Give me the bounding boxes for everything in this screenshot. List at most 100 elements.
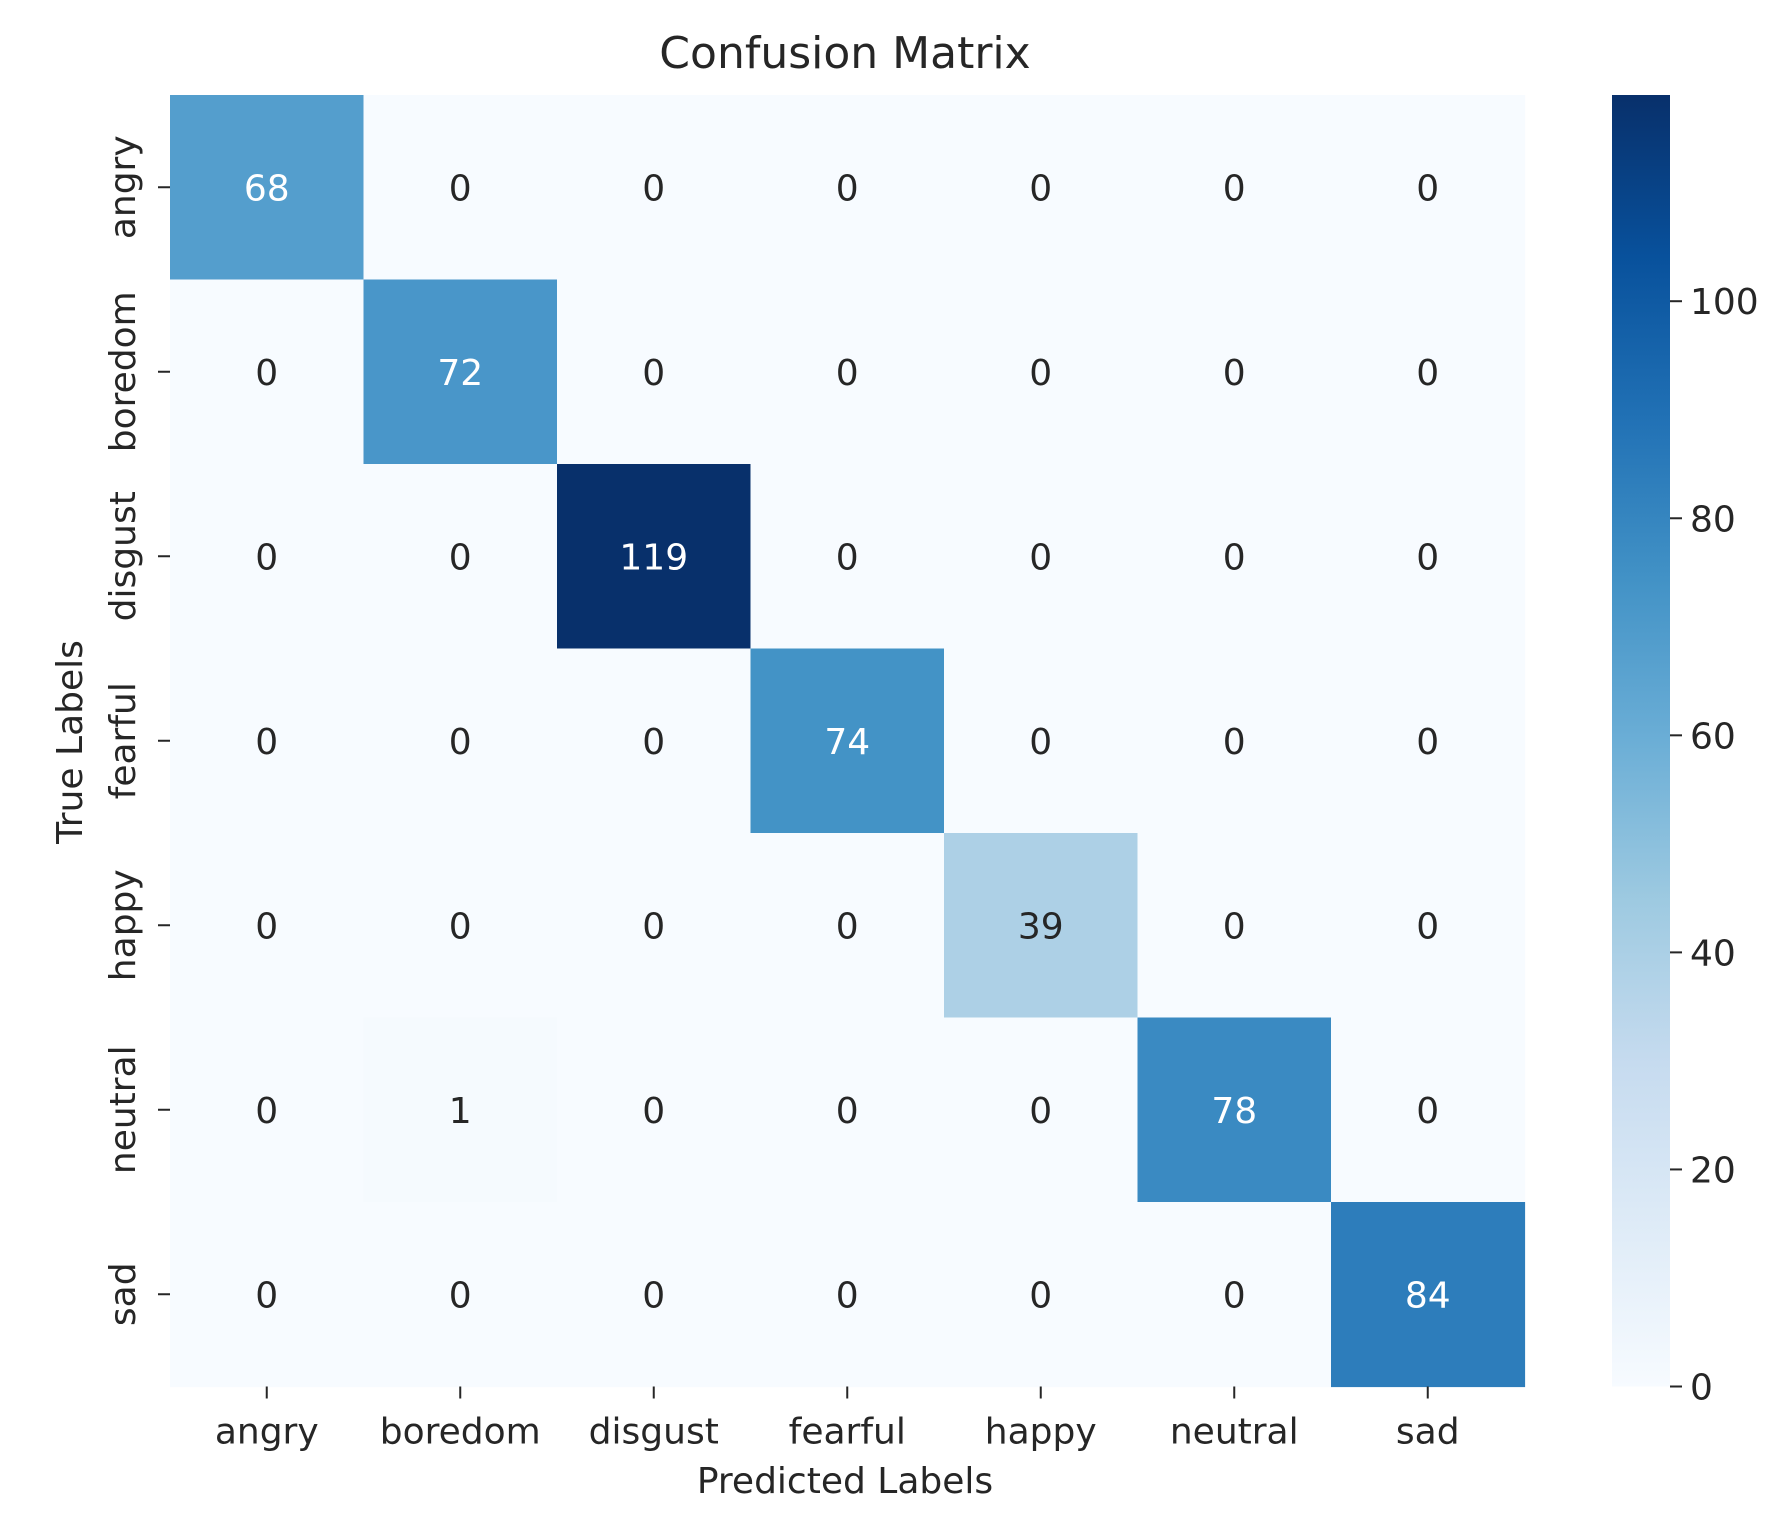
heatmap-cell bbox=[170, 1017, 365, 1203]
x-axis: angry boredom disgust fearful happy neutral sa… bbox=[215, 1386, 1460, 1453]
cell-value-label: 84 bbox=[1405, 1275, 1451, 1316]
x-tick-label: happy bbox=[985, 1412, 1097, 1453]
cell-value-label: 0 bbox=[642, 722, 665, 763]
cell-value-label: 0 bbox=[255, 537, 278, 578]
cell-value-label: 0 bbox=[1029, 722, 1052, 763]
heatmap-cell bbox=[944, 1202, 1139, 1388]
heatmap-cell bbox=[170, 464, 365, 650]
cell-value-label: 0 bbox=[1029, 1275, 1052, 1316]
x-tick-label: neutral bbox=[1170, 1412, 1299, 1453]
cell-value-label: 0 bbox=[1223, 168, 1246, 209]
heatmap-cell bbox=[363, 279, 558, 465]
colorbar: 0 20 40 60 80 100 bbox=[1612, 95, 1759, 1409]
cell-value-label: 0 bbox=[1223, 1275, 1246, 1316]
heatmap-cell bbox=[363, 1017, 558, 1203]
cell-value-label: 0 bbox=[642, 906, 665, 947]
cell-value-label: 0 bbox=[642, 1091, 665, 1132]
heatmap-cell bbox=[944, 1017, 1139, 1203]
cell-value-label: 0 bbox=[449, 906, 472, 947]
cell-value-label: 0 bbox=[836, 537, 859, 578]
cell-value-label: 0 bbox=[449, 537, 472, 578]
heatmap-cell bbox=[944, 95, 1139, 281]
heatmap-cell bbox=[363, 1202, 558, 1388]
cell-value-label: 0 bbox=[836, 1275, 859, 1316]
y-tick-label: sad bbox=[103, 1262, 144, 1326]
heatmap-cell bbox=[170, 648, 365, 834]
heatmap-cell bbox=[1137, 464, 1332, 650]
heatmap-cell bbox=[170, 279, 365, 465]
cell-value-label: 39 bbox=[1018, 906, 1064, 947]
cell-value-label: 0 bbox=[642, 1275, 665, 1316]
heatmap-cell bbox=[1331, 648, 1526, 834]
colorbar-tick-label: 20 bbox=[1690, 1150, 1736, 1191]
heatmap-cell bbox=[750, 279, 945, 465]
cell-value-label: 0 bbox=[836, 353, 859, 394]
cell-value-label: 0 bbox=[255, 353, 278, 394]
heatmap-cell bbox=[1137, 279, 1332, 465]
cell-value-label: 0 bbox=[1223, 906, 1246, 947]
heatmap-cell bbox=[170, 833, 365, 1019]
heatmap-cell bbox=[363, 95, 558, 281]
heatmap-cell bbox=[1331, 1202, 1526, 1388]
x-tick-label: disgust bbox=[589, 1412, 719, 1453]
heatmap-cell bbox=[944, 279, 1139, 465]
heatmap-cell bbox=[557, 833, 752, 1019]
heatmap-cells bbox=[170, 95, 1526, 1388]
x-tick-label: fearful bbox=[789, 1412, 906, 1453]
heatmap-cell bbox=[1331, 95, 1526, 281]
cell-value-label: 68 bbox=[244, 168, 290, 209]
heatmap-cell bbox=[1331, 1017, 1526, 1203]
cell-value-label: 0 bbox=[449, 168, 472, 209]
cell-value-label: 0 bbox=[1416, 353, 1439, 394]
chart-title: Confusion Matrix bbox=[659, 28, 1030, 79]
cell-value-label: 78 bbox=[1211, 1091, 1257, 1132]
heatmap-cell bbox=[944, 833, 1139, 1019]
heatmap-cell bbox=[557, 648, 752, 834]
colorbar-tick-label: 0 bbox=[1690, 1368, 1713, 1409]
heatmap-cell bbox=[944, 464, 1139, 650]
x-tick-label: angry bbox=[215, 1412, 319, 1453]
cell-value-label: 0 bbox=[449, 1275, 472, 1316]
y-tick-label: fearful bbox=[103, 682, 144, 799]
cell-value-label: 0 bbox=[1416, 906, 1439, 947]
heatmap-cell bbox=[1137, 648, 1332, 834]
heatmap-cell bbox=[1331, 464, 1526, 650]
y-tick-label: boredom bbox=[103, 291, 144, 452]
cell-value-label: 0 bbox=[1416, 1091, 1439, 1132]
heatmap-cell bbox=[750, 1202, 945, 1388]
heatmap-cell bbox=[557, 464, 752, 650]
cell-value-label: 0 bbox=[836, 1091, 859, 1132]
colorbar-tick-label: 40 bbox=[1690, 933, 1736, 974]
heatmap-cell bbox=[750, 648, 945, 834]
heatmap-cell bbox=[1137, 95, 1332, 281]
cell-value-label: 0 bbox=[1029, 353, 1052, 394]
heatmap-cell bbox=[1137, 1017, 1332, 1203]
y-axis-label: True Labels bbox=[50, 640, 91, 845]
cell-value-label: 72 bbox=[437, 353, 483, 394]
heatmap-cell bbox=[944, 648, 1139, 834]
colorbar-gradient bbox=[1612, 95, 1670, 1387]
cell-value-label: 0 bbox=[836, 168, 859, 209]
cell-value-label: 74 bbox=[824, 722, 870, 763]
y-tick-label: disgust bbox=[103, 491, 144, 621]
colorbar-tick-label: 80 bbox=[1690, 499, 1736, 540]
heatmap-cell bbox=[750, 95, 945, 281]
heatmap-cell bbox=[170, 95, 365, 281]
cell-value-label: 0 bbox=[255, 1091, 278, 1132]
cell-value-label: 0 bbox=[255, 1275, 278, 1316]
heatmap-cell bbox=[170, 1202, 365, 1388]
heatmap-cell bbox=[750, 833, 945, 1019]
y-tick-label: angry bbox=[103, 135, 144, 239]
heatmap-cell bbox=[1331, 279, 1526, 465]
x-axis-label: Predicted Labels bbox=[697, 1461, 993, 1502]
x-tick-label: sad bbox=[1396, 1412, 1460, 1453]
heatmap-cell bbox=[1331, 833, 1526, 1019]
cell-value-label: 119 bbox=[619, 537, 688, 578]
cell-value-label: 1 bbox=[449, 1091, 472, 1132]
cell-value-label: 0 bbox=[1223, 353, 1246, 394]
y-tick-label: happy bbox=[103, 869, 144, 981]
heatmap-cell bbox=[363, 464, 558, 650]
cell-value-label: 0 bbox=[1223, 537, 1246, 578]
heatmap-cell-labels: 68 0 0 0 0 0 0 0 72 0 0 0 0 0 0 0 119 0 0 0 0 0 0 0 74 0 0 0 0 0 0 0 39 0… bbox=[244, 168, 1451, 1316]
